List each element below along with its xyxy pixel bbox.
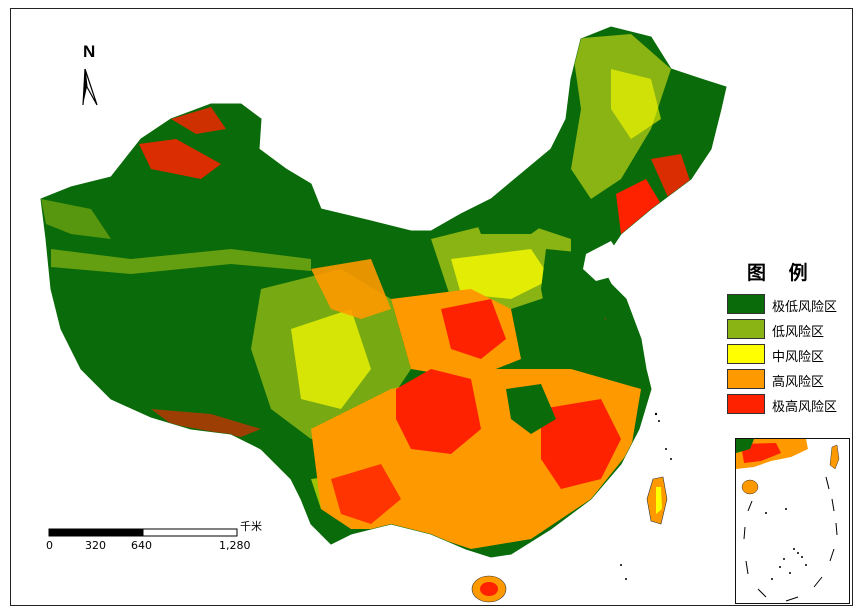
legend-label: 低风险区 bbox=[772, 325, 825, 340]
legend-swatch bbox=[727, 394, 765, 414]
china-risk-map bbox=[40, 26, 727, 603]
islet bbox=[654, 412, 658, 416]
legend-label: 高风险区 bbox=[772, 375, 825, 390]
inset-islet bbox=[779, 566, 781, 568]
scale-tick-320: 320 bbox=[85, 539, 106, 552]
scale-unit: 千米 bbox=[240, 520, 262, 533]
medium-risk-zone-northeast bbox=[611, 69, 661, 139]
inset-hainan bbox=[741, 479, 759, 495]
islet bbox=[658, 420, 660, 422]
hainan-island-inner bbox=[480, 582, 498, 596]
inset-islet bbox=[793, 548, 795, 550]
inset-boundary-dash bbox=[829, 548, 835, 562]
legend-swatch bbox=[727, 294, 765, 314]
legend-label: 中风险区 bbox=[772, 350, 825, 365]
very-high-risk-zone-central bbox=[441, 299, 506, 359]
medium-risk-zone-loess bbox=[451, 249, 551, 299]
inset-islet bbox=[771, 578, 773, 580]
south-china-sea-inset bbox=[735, 438, 850, 604]
inset-boundary-dash bbox=[743, 526, 746, 540]
very-high-risk-zone-yunnan bbox=[331, 464, 401, 524]
very-high-risk-zone-sichuan bbox=[396, 369, 481, 454]
inset-islet bbox=[805, 564, 807, 566]
legend-swatch bbox=[727, 369, 765, 389]
inset-mainland-red bbox=[741, 443, 781, 463]
inset-boundary-dash bbox=[835, 522, 838, 536]
very-high-risk-zone-southeast bbox=[541, 399, 621, 489]
scale-tick-0: 0 bbox=[46, 539, 53, 552]
low-risk-band-xinjiang bbox=[51, 249, 311, 274]
very-high-risk-zone-xinjiang-north bbox=[139, 139, 221, 179]
inset-boundary-dash bbox=[831, 498, 835, 512]
legend-label: 极低风险区 bbox=[772, 300, 838, 315]
scale-tick-640: 640 bbox=[131, 539, 152, 552]
low-risk-band-west bbox=[41, 199, 111, 239]
inset-boundary-dash bbox=[785, 596, 799, 602]
inset-islet bbox=[783, 558, 785, 560]
inset-boundary-dash bbox=[757, 588, 767, 598]
legend-swatch bbox=[727, 344, 765, 364]
very-high-risk-zone-kunlun bbox=[151, 409, 261, 437]
very-high-risk-zone-liaoning bbox=[616, 179, 661, 239]
inset-islet bbox=[785, 508, 787, 510]
inset-boundary-dash bbox=[747, 500, 753, 512]
islet bbox=[625, 578, 627, 580]
islet bbox=[665, 448, 667, 450]
medium-risk-zone-southwest bbox=[291, 309, 371, 409]
scale-tick-1280: 1,280 bbox=[219, 539, 251, 552]
bohai-sea bbox=[583, 241, 623, 281]
islet bbox=[670, 458, 672, 460]
legend-swatch bbox=[727, 319, 765, 339]
legend-label: 极高风险区 bbox=[772, 400, 838, 415]
inset-islet bbox=[801, 556, 803, 558]
inset-islet bbox=[765, 512, 767, 514]
scale-bar-graphic bbox=[48, 528, 238, 537]
islet bbox=[620, 564, 622, 566]
map-frame: N 千米 0 320 640 1,280 bbox=[10, 8, 853, 606]
legend-title: 图 例 bbox=[747, 262, 816, 284]
taiwan-island-inner bbox=[656, 487, 662, 514]
very-low-risk-patch-hubei bbox=[506, 384, 556, 434]
very-high-risk-zone-altai bbox=[171, 107, 226, 134]
inset-map bbox=[736, 439, 840, 602]
high-risk-zone-sichuan-rim bbox=[311, 259, 391, 319]
north-arrow-icon bbox=[82, 68, 98, 106]
inset-taiwan bbox=[829, 444, 840, 470]
inset-boundary-dash bbox=[813, 576, 823, 588]
inset-mainland-green bbox=[736, 439, 754, 453]
inset-boundary-dash bbox=[745, 560, 749, 575]
inset-boundary-dash bbox=[825, 476, 830, 490]
inset-islet bbox=[789, 572, 791, 574]
very-low-risk-patch-mongolia bbox=[471, 189, 566, 234]
inset-islet bbox=[797, 552, 799, 554]
north-label: N bbox=[83, 42, 96, 61]
